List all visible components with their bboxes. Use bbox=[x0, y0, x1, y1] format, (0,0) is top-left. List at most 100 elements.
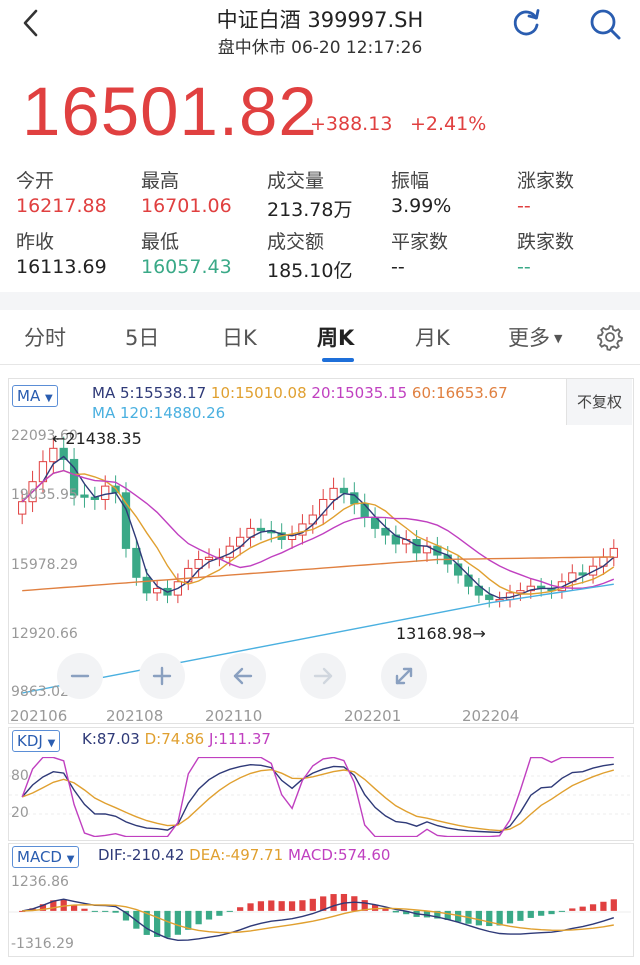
candle-body bbox=[194, 559, 203, 569]
stat-value: 213.78万 bbox=[267, 199, 353, 221]
kdj-d-value: D:74.86 bbox=[144, 730, 205, 748]
tab-daily-k[interactable]: 日K bbox=[222, 326, 257, 350]
tab-5day[interactable]: 5日 bbox=[125, 326, 160, 350]
macd-bar bbox=[610, 899, 617, 911]
macd-bar bbox=[506, 910, 514, 924]
arrow-left-icon bbox=[233, 667, 253, 685]
stat-value: -- bbox=[517, 195, 531, 217]
price-adjust-toggle[interactable]: 不复权 bbox=[566, 379, 632, 425]
candle-body bbox=[69, 458, 79, 496]
tab-monthly-k[interactable]: 月K bbox=[415, 326, 450, 350]
macd-tick-top: 1236.86 bbox=[11, 874, 69, 890]
y-tick-4: 12920.66 bbox=[11, 626, 78, 642]
caret-down-icon: ▼ bbox=[554, 332, 563, 345]
macd-bar bbox=[392, 910, 399, 913]
macd-bar bbox=[351, 896, 358, 911]
refresh-button[interactable] bbox=[508, 5, 544, 41]
macd-bar bbox=[205, 910, 213, 920]
macd-bar bbox=[496, 910, 503, 926]
macd-indicator-label: MACD bbox=[17, 848, 62, 866]
scroll-right-button[interactable] bbox=[300, 653, 346, 699]
zoom-in-button[interactable] bbox=[139, 653, 185, 699]
macd-bar bbox=[299, 900, 306, 911]
stat-value: 185.10亿 bbox=[267, 260, 353, 282]
tab-intraday[interactable]: 分时 bbox=[24, 326, 66, 350]
active-tab-indicator bbox=[322, 358, 354, 362]
high-marker: ←21438.35 bbox=[52, 429, 142, 448]
kdj-indicator-dropdown[interactable]: KDJ ▼ bbox=[12, 730, 61, 752]
candle-body bbox=[339, 487, 349, 494]
tab-more-label: 更多 bbox=[508, 326, 550, 350]
dropdown-triangle-icon: ▼ bbox=[66, 854, 75, 865]
stat-label: 涨家数 bbox=[517, 170, 575, 192]
dropdown-triangle-icon: ▼ bbox=[47, 738, 56, 749]
macd-bar bbox=[164, 910, 171, 938]
ma20-value: 20:15035.15 bbox=[311, 384, 408, 402]
search-icon bbox=[590, 9, 621, 40]
stat-label: 最低 bbox=[141, 231, 180, 253]
macd-tick-bottom: -1316.29 bbox=[11, 936, 74, 952]
candle-body bbox=[204, 556, 214, 561]
stat-value: -- bbox=[391, 256, 405, 278]
stat-value: 3.99% bbox=[391, 195, 452, 217]
stat-value: 16217.88 bbox=[16, 195, 107, 217]
macd-bar bbox=[548, 910, 555, 915]
kdj-k-value: K:87.03 bbox=[82, 730, 140, 748]
macd-indicator-dropdown[interactable]: MACD ▼ bbox=[12, 846, 80, 868]
candle-body bbox=[142, 576, 151, 594]
y-tick-2: 19035.95 bbox=[11, 487, 78, 503]
back-button[interactable] bbox=[14, 6, 48, 40]
macd-chart bbox=[9, 893, 631, 942]
stat-label: 平家数 bbox=[391, 231, 449, 253]
tab-weekly-k[interactable]: 周K bbox=[317, 326, 355, 350]
macd-bar bbox=[195, 910, 202, 925]
macd-bar bbox=[216, 910, 223, 916]
macd-bar bbox=[320, 896, 327, 911]
kdj-tick-80: 80 bbox=[11, 768, 29, 784]
macd-bar bbox=[185, 910, 192, 930]
dropdown-triangle-icon: ▼ bbox=[44, 393, 53, 404]
stat-value: 16701.06 bbox=[141, 195, 232, 217]
macd-bar bbox=[486, 910, 493, 927]
low-marker: 13168.98→ bbox=[396, 624, 486, 643]
chart-settings-button[interactable] bbox=[596, 323, 624, 352]
stat-label: 最高 bbox=[141, 170, 180, 192]
macd-bar bbox=[247, 903, 254, 911]
macd-bar bbox=[226, 910, 233, 912]
refresh-icon bbox=[513, 9, 540, 36]
stat-label: 昨收 bbox=[16, 231, 55, 253]
search-button[interactable] bbox=[586, 5, 624, 43]
page-title: 中证白酒 399997.SH bbox=[216, 8, 424, 32]
macd-bar bbox=[455, 910, 462, 922]
macd-bar bbox=[174, 910, 181, 935]
candle-body bbox=[49, 447, 58, 463]
main-chart-panel bbox=[8, 378, 634, 724]
tab-more[interactable]: 更多 ▼ bbox=[508, 322, 562, 352]
macd-bar bbox=[50, 900, 57, 911]
macd-bar bbox=[237, 907, 244, 911]
macd-bar bbox=[112, 910, 119, 913]
macd-bar bbox=[122, 910, 130, 921]
macd-bar bbox=[288, 901, 296, 911]
macd-bar bbox=[434, 910, 441, 919]
zoom-out-button[interactable] bbox=[57, 653, 103, 699]
fullscreen-button[interactable] bbox=[381, 653, 427, 699]
macd-dea-line bbox=[22, 904, 614, 934]
candle-body bbox=[18, 501, 27, 515]
kdj-j-line bbox=[21, 757, 614, 837]
scroll-left-button[interactable] bbox=[220, 653, 266, 699]
ma60-value: 60:16653.67 bbox=[411, 384, 508, 402]
macd-dif-value: DIF:-210.42 bbox=[98, 846, 185, 864]
ma-legend: MA 5:15538.17 10:15010.08 20:15035.15 60… bbox=[92, 383, 562, 423]
arrow-right-icon bbox=[313, 667, 333, 685]
macd-bar bbox=[143, 910, 150, 935]
macd-bar bbox=[133, 910, 140, 929]
macd-bar bbox=[600, 901, 607, 911]
market-status: 盘中休市 06-20 12:17:26 bbox=[217, 38, 423, 58]
ma-indicator-dropdown[interactable]: MA ▼ bbox=[12, 385, 58, 407]
stat-value: 16113.69 bbox=[16, 256, 107, 278]
macd-hist-value: MACD:574.60 bbox=[287, 846, 391, 864]
macd-bar bbox=[278, 901, 285, 911]
candle-body bbox=[329, 487, 338, 500]
macd-bar bbox=[403, 910, 410, 915]
